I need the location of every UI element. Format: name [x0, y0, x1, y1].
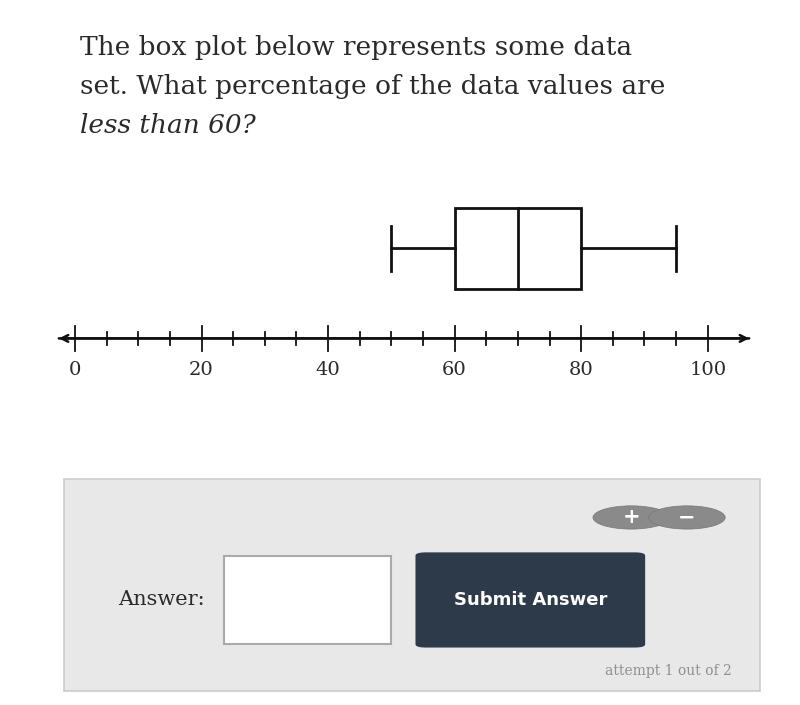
Text: The box plot below represents some data: The box plot below represents some data [80, 35, 632, 60]
Bar [454, 207, 581, 289]
Text: 0: 0 [69, 361, 81, 379]
FancyBboxPatch shape [224, 556, 391, 644]
Text: 40: 40 [316, 361, 341, 379]
Circle shape [649, 506, 725, 529]
Circle shape [593, 506, 670, 529]
Text: 80: 80 [569, 361, 594, 379]
Text: 60: 60 [442, 361, 467, 379]
Text: Answer:: Answer: [118, 591, 205, 609]
Text: +: + [622, 508, 640, 527]
Text: set. What percentage of the data values are: set. What percentage of the data values … [80, 74, 666, 99]
Text: Submit Answer: Submit Answer [454, 591, 607, 609]
Text: attempt 1 out of 2: attempt 1 out of 2 [606, 664, 732, 678]
Text: 100: 100 [689, 361, 726, 379]
Text: 20: 20 [189, 361, 214, 379]
FancyBboxPatch shape [415, 553, 645, 647]
Text: −: − [678, 508, 696, 527]
FancyBboxPatch shape [64, 479, 760, 691]
Text: less than 60?: less than 60? [80, 113, 256, 137]
